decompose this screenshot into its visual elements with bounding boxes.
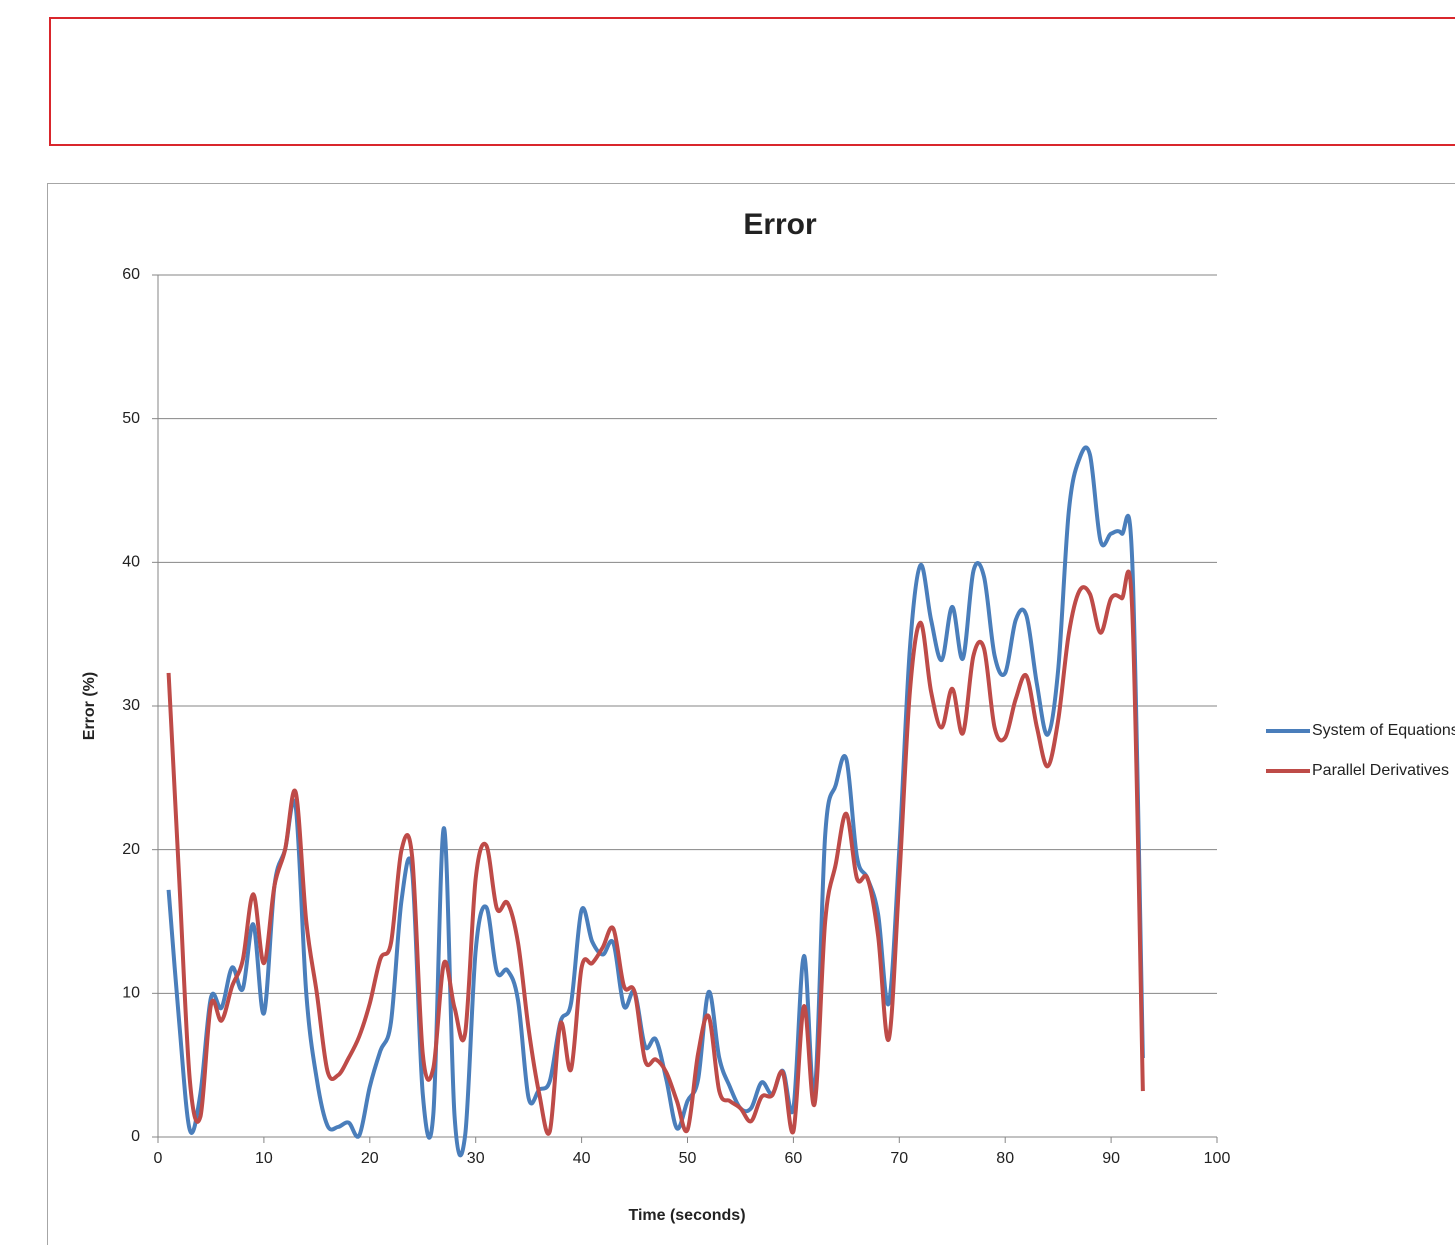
y-tick-label: 0 (131, 1128, 140, 1145)
x-tick-label: 90 (1102, 1150, 1120, 1167)
y-tick-label: 30 (122, 697, 140, 714)
y-tick-label: 10 (122, 985, 140, 1002)
x-tick-label: 50 (679, 1150, 697, 1167)
y-axis-label: Error (%) (81, 672, 98, 740)
y-tick-label: 50 (122, 410, 140, 427)
x-axis-label: Time (seconds) (628, 1207, 745, 1224)
x-tick-label: 40 (573, 1150, 591, 1167)
data-line (166, 569, 1145, 1136)
x-tick-label: 80 (996, 1150, 1014, 1167)
x-tick-label: 10 (255, 1150, 273, 1167)
legend-label: System of Equations (1312, 722, 1455, 739)
chart-frame (47, 183, 1455, 1245)
x-tick-label: 0 (154, 1150, 163, 1167)
y-tick-label: 60 (122, 266, 140, 283)
chart-title: Error (743, 208, 817, 241)
legend-label: Parallel Derivatives (1312, 762, 1449, 779)
x-tick-label: 20 (361, 1150, 379, 1167)
empty-box (49, 17, 1455, 146)
y-tick-label: 20 (122, 841, 140, 858)
x-tick-label: 100 (1204, 1150, 1231, 1167)
data-line (166, 445, 1145, 1158)
y-tick-label: 40 (122, 554, 140, 571)
x-tick-label: 70 (890, 1150, 908, 1167)
x-tick-label: 60 (785, 1150, 803, 1167)
x-tick-label: 30 (467, 1150, 485, 1167)
